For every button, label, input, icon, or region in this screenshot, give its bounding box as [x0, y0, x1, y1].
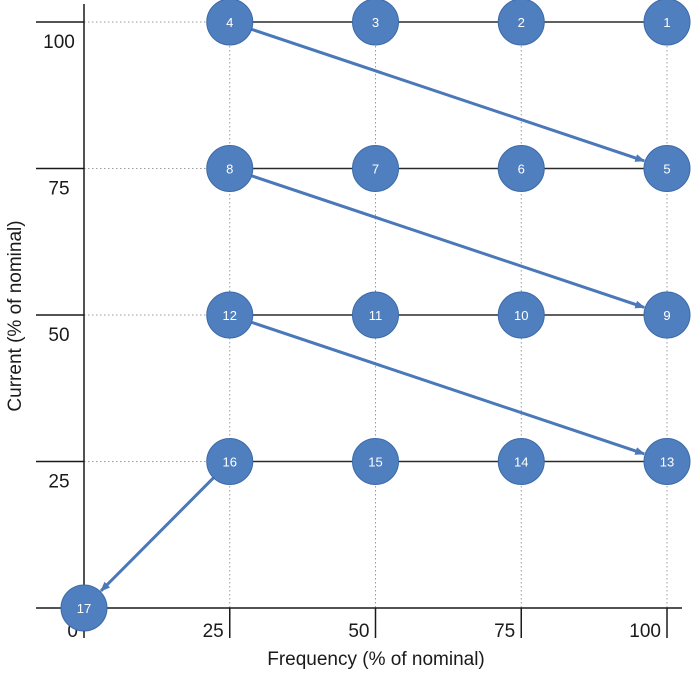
node-label-4: 4: [226, 15, 233, 30]
node-label-5: 5: [663, 162, 670, 177]
node-label-9: 9: [663, 308, 670, 323]
node-9: [643, 291, 691, 339]
node-label-12: 12: [223, 308, 237, 323]
arrow-16-to-17: [99, 473, 218, 593]
arrows: [99, 26, 646, 593]
node-16: [206, 438, 254, 485]
x-tick-label: 50: [348, 621, 369, 642]
tick-labels: 0 25 50 75 100 25 50 75 100: [43, 32, 661, 642]
node-7: [352, 145, 399, 192]
node-2: [497, 0, 545, 46]
row-lines: [229, 21, 667, 463]
node-label-17: 17: [77, 601, 91, 616]
y-tick-label: 50: [48, 325, 69, 346]
node-14: [497, 438, 545, 485]
node-11: [352, 291, 399, 339]
x-tick-label: 75: [494, 621, 515, 642]
node-label-3: 3: [372, 15, 379, 30]
node-label-6: 6: [518, 162, 525, 177]
node-3: [352, 0, 399, 46]
x-axis-title: Frequency (% of nominal): [267, 649, 485, 670]
node-17: [60, 584, 108, 632]
node-label-11: 11: [369, 308, 383, 323]
node-label-14: 14: [514, 455, 528, 470]
node-label-1: 1: [663, 15, 670, 30]
node-10: [497, 291, 545, 339]
node-5: [643, 145, 691, 192]
arrow-4-to-5: [247, 26, 646, 163]
axes: [36, 4, 682, 638]
node-8: [206, 145, 254, 192]
y-tick-label: 25: [48, 472, 69, 493]
y-tick-label: 75: [48, 179, 69, 200]
x-tick-label: 0: [67, 621, 78, 642]
node-label-10: 10: [514, 308, 528, 323]
node-label-15: 15: [368, 455, 382, 470]
node-4: [206, 0, 254, 46]
node-15: [352, 438, 399, 485]
y-axis-title: Current (% of nominal): [5, 220, 26, 411]
node-label-16: 16: [223, 455, 237, 470]
arrow-8-to-9: [247, 173, 646, 309]
node-12: [206, 291, 254, 339]
node-label-2: 2: [518, 15, 525, 30]
node-1: [643, 0, 691, 46]
node-label-8: 8: [226, 162, 233, 177]
y-tick-label: 100: [43, 32, 75, 53]
arrow-12-to-13: [247, 319, 646, 456]
x-tick-label: 100: [629, 621, 661, 642]
node-6: [497, 145, 545, 192]
x-tick-label: 25: [203, 621, 224, 642]
node-label-13: 13: [660, 455, 674, 470]
node-label-7: 7: [372, 162, 379, 177]
node-13: [643, 438, 691, 485]
